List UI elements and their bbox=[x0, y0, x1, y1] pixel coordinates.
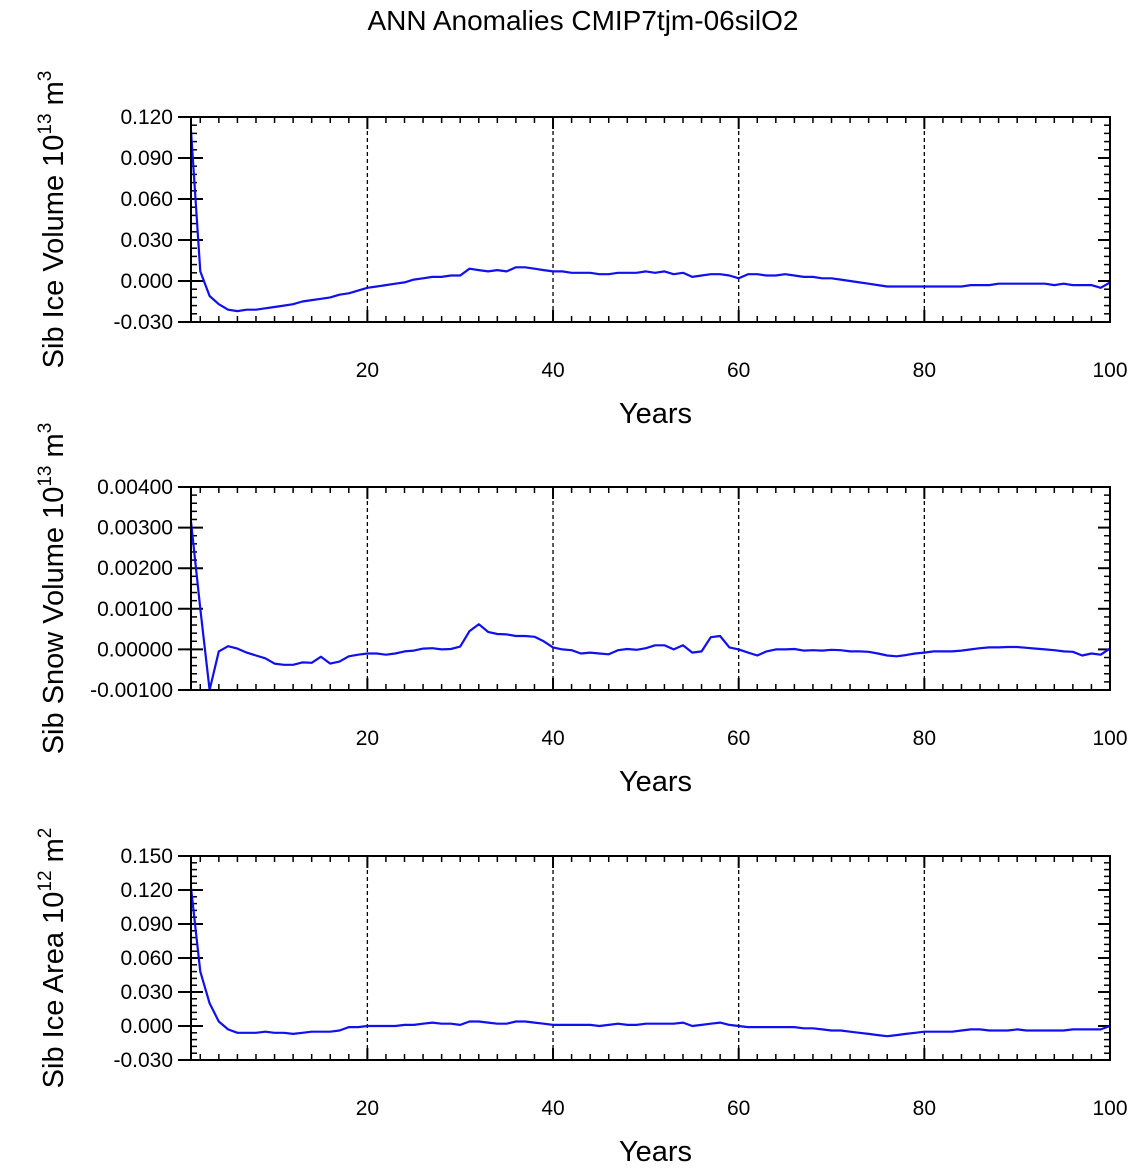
y-tick-label: 0.090 bbox=[120, 147, 173, 170]
y-tick-label: 0.000 bbox=[120, 270, 173, 293]
x-tick-label: 20 bbox=[356, 359, 379, 382]
x-tick-label: 80 bbox=[913, 359, 936, 382]
y-axis-title-part: m bbox=[38, 433, 70, 465]
x-tick-label: 40 bbox=[541, 359, 564, 382]
series-line bbox=[189, 130, 1111, 313]
y-tick-label: -0.030 bbox=[113, 311, 173, 334]
x-tick-label: 60 bbox=[727, 727, 750, 750]
y-axis-title: Sib Ice Volume 1013 m3 bbox=[35, 71, 70, 369]
y-axis-title-part: Sib Ice Area 10 bbox=[38, 892, 70, 1089]
y-tick-label: 0.00100 bbox=[97, 598, 173, 621]
plot-frame bbox=[190, 486, 1111, 691]
y-axis-title-superscript: 13 bbox=[35, 466, 56, 487]
panel-ice-area: 20 40 60 80 100 -0.030 0.000 0.030 0.060 0.090 0.1… bbox=[35, 828, 1128, 1168]
plot-frame bbox=[190, 116, 1111, 323]
x-tick-label: 100 bbox=[1092, 727, 1127, 750]
y-axis-title-superscript: 3 bbox=[35, 71, 56, 82]
x-axis-title: Years bbox=[619, 766, 692, 798]
y-axis-title: Sib Ice Area 1012 m2 bbox=[35, 828, 70, 1089]
y-axis-title: Sib Snow Volume 1013 m3 bbox=[35, 423, 70, 755]
y-axis-title-superscript: 2 bbox=[35, 828, 56, 839]
x-tick-label: 40 bbox=[541, 727, 564, 750]
y-tick-label: -0.00100 bbox=[90, 679, 173, 702]
y-axis-title-superscript: 3 bbox=[35, 423, 56, 434]
figure-title: ANN Anomalies CMIP7tjm-06silO2 bbox=[367, 5, 798, 36]
y-tick-label: 0.030 bbox=[120, 229, 173, 252]
y-axis-title-superscript: 13 bbox=[35, 113, 56, 134]
y-axis-title-part: Sib Snow Volume 10 bbox=[38, 487, 70, 755]
y-tick-label: -0.030 bbox=[113, 1049, 173, 1072]
y-tick-label: 0.00200 bbox=[97, 557, 173, 580]
x-tick-label: 20 bbox=[356, 727, 379, 750]
x-tick-label: 100 bbox=[1092, 1097, 1127, 1120]
panel-ice-volume: 20 40 60 80 100 -0.030 0.000 0.030 0.060 0.090 0.1… bbox=[35, 71, 1128, 430]
y-tick-label: 0.00300 bbox=[97, 517, 173, 540]
x-tick-label: 80 bbox=[913, 1097, 936, 1120]
panel-snow-volume: 20 40 60 80 100 -0.00100 0.00000 0.00100 0.00200… bbox=[35, 423, 1128, 798]
x-tick-label: 60 bbox=[727, 359, 750, 382]
x-axis-title: Years bbox=[619, 1136, 692, 1168]
y-tick-label: 0.090 bbox=[120, 913, 173, 936]
y-tick-label: 0.120 bbox=[120, 879, 173, 902]
y-axis-title-part: Sib Ice Volume 10 bbox=[38, 135, 70, 369]
x-tick-label: 80 bbox=[913, 727, 936, 750]
y-tick-label: 0.150 bbox=[120, 845, 173, 868]
x-tick-label: 40 bbox=[541, 1097, 564, 1120]
plot-frame bbox=[190, 855, 1111, 1061]
x-tick-label: 100 bbox=[1092, 359, 1127, 382]
x-tick-label: 20 bbox=[356, 1097, 379, 1120]
x-tick-label: 60 bbox=[727, 1097, 750, 1120]
y-tick-label: 0.00400 bbox=[97, 476, 173, 499]
y-tick-label: 0.030 bbox=[120, 981, 173, 1004]
x-axis-title: Years bbox=[619, 398, 692, 430]
y-tick-label: 0.00000 bbox=[97, 638, 173, 661]
y-axis-title-superscript: 12 bbox=[35, 870, 56, 891]
y-axis-title-part: m bbox=[38, 838, 70, 870]
y-tick-label: 0.120 bbox=[120, 106, 173, 129]
y-tick-label: 0.000 bbox=[120, 1015, 173, 1038]
y-axis-title-part: m bbox=[38, 81, 70, 113]
y-tick-label: 0.060 bbox=[120, 188, 173, 211]
series-line bbox=[189, 887, 1111, 1038]
series-line bbox=[189, 521, 1111, 692]
y-tick-label: 0.060 bbox=[120, 947, 173, 970]
